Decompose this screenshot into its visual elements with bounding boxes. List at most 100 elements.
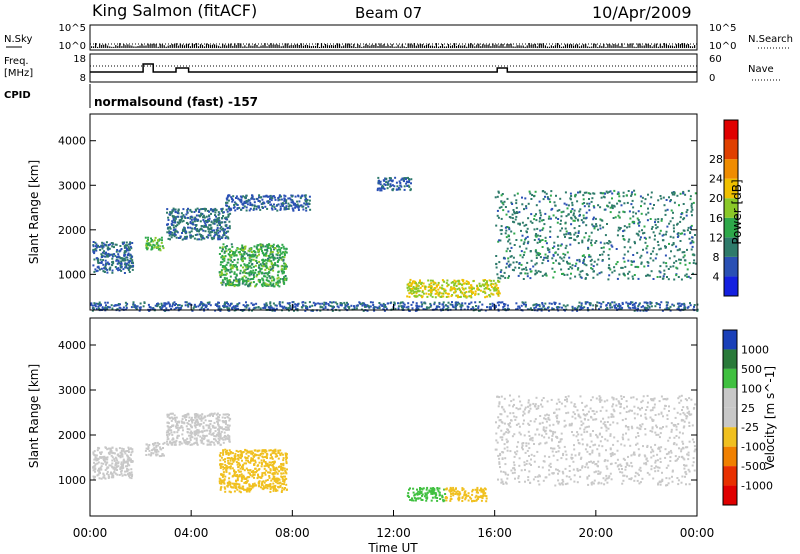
data-cell — [196, 420, 199, 423]
data-cell — [403, 303, 406, 306]
data-cell — [629, 307, 632, 310]
data-cell — [284, 195, 287, 198]
data-cell — [647, 193, 649, 196]
data-cell — [497, 190, 500, 193]
nsky-bar — [155, 44, 157, 48]
data-cell — [129, 473, 132, 475]
data-cell — [449, 303, 452, 306]
data-cell — [505, 213, 508, 216]
data-cell — [150, 452, 153, 454]
data-cell — [461, 302, 464, 305]
data-cell — [208, 210, 211, 213]
data-cell — [253, 207, 255, 210]
nsky-bar — [575, 44, 577, 48]
data-cell — [97, 473, 100, 476]
nsky-tick-top: 10^5 — [59, 23, 86, 34]
data-cell — [198, 214, 201, 217]
data-cell — [201, 235, 204, 238]
data-cell — [415, 285, 418, 288]
data-cell — [193, 432, 196, 435]
data-cell — [665, 307, 668, 310]
data-cell — [300, 306, 303, 309]
data-cell — [447, 306, 450, 309]
data-cell — [219, 246, 222, 249]
data-cell — [493, 286, 496, 289]
data-cell — [544, 195, 546, 198]
data-cell — [203, 224, 206, 227]
data-cell — [265, 272, 267, 275]
data-cell — [406, 185, 409, 187]
data-cell — [264, 449, 267, 452]
data-cell — [196, 233, 199, 236]
data-cell — [579, 275, 582, 278]
data-cell — [219, 276, 222, 278]
data-cell — [231, 252, 234, 255]
colorbar-tick-label: 8 — [713, 251, 720, 264]
data-cell — [561, 306, 563, 309]
data-cell — [600, 196, 603, 199]
data-cell — [235, 267, 238, 270]
data-cell — [169, 231, 172, 233]
data-cell — [153, 246, 156, 249]
data-cell — [586, 301, 589, 304]
data-cell — [274, 264, 277, 266]
data-cell — [573, 215, 576, 218]
data-cell — [409, 189, 412, 192]
data-cell — [542, 198, 545, 201]
data-cell — [216, 224, 219, 227]
data-cell — [92, 308, 95, 311]
data-cell — [145, 242, 148, 245]
data-cell — [542, 227, 545, 230]
data-cell — [436, 284, 438, 287]
data-cell — [250, 271, 253, 274]
data-cell — [229, 459, 232, 462]
data-cell — [278, 195, 281, 198]
data-cell — [123, 450, 126, 453]
data-cell — [523, 208, 525, 211]
data-cell — [131, 475, 133, 478]
nsky-bar — [260, 45, 262, 48]
data-cell — [92, 244, 95, 247]
data-cell — [551, 307, 554, 310]
data-cell — [563, 233, 566, 236]
data-cell — [111, 466, 114, 469]
data-cell — [123, 257, 125, 260]
data-cell — [498, 301, 501, 304]
nsky-bar — [433, 46, 435, 48]
data-cell — [275, 304, 278, 307]
nsky-bar — [651, 46, 653, 49]
data-cell — [535, 254, 538, 257]
data-cell — [291, 301, 294, 304]
data-cell — [507, 210, 510, 213]
data-cell — [207, 440, 210, 443]
data-cell — [199, 435, 202, 438]
data-cell — [572, 214, 575, 217]
data-cell — [113, 471, 116, 474]
data-cell — [210, 212, 212, 215]
data-cell — [665, 301, 668, 304]
data-cell — [658, 232, 661, 235]
data-cell — [204, 230, 207, 233]
data-cell — [205, 219, 207, 222]
data-cell — [120, 463, 123, 466]
data-cell — [224, 283, 227, 286]
nsky-bar — [460, 45, 462, 48]
data-cell — [227, 214, 230, 217]
nsky-bar — [506, 43, 508, 48]
data-cell — [266, 462, 269, 465]
data-cell — [119, 245, 122, 247]
data-cell — [662, 233, 665, 236]
data-cell — [255, 246, 258, 249]
data-cell — [602, 226, 605, 229]
data-cell — [235, 273, 238, 276]
data-cell — [255, 283, 258, 286]
data-cell — [283, 483, 285, 486]
data-cell — [539, 235, 542, 237]
data-cell — [617, 199, 620, 202]
data-cell — [587, 205, 590, 208]
data-cell — [211, 238, 214, 241]
data-cell — [108, 254, 111, 257]
data-cell — [120, 461, 123, 464]
data-cell — [635, 232, 638, 235]
data-cell — [90, 303, 93, 306]
